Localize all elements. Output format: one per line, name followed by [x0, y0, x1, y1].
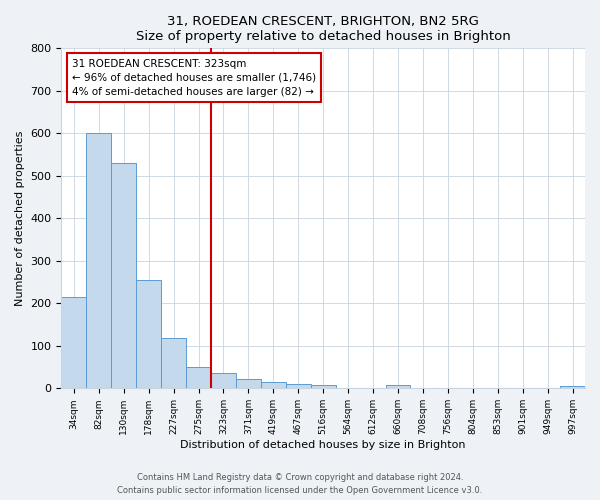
- Title: 31, ROEDEAN CRESCENT, BRIGHTON, BN2 5RG
Size of property relative to detached ho: 31, ROEDEAN CRESCENT, BRIGHTON, BN2 5RG …: [136, 15, 511, 43]
- Bar: [136, 280, 161, 388]
- Bar: [186, 367, 211, 388]
- Text: Contains HM Land Registry data © Crown copyright and database right 2024.
Contai: Contains HM Land Registry data © Crown c…: [118, 474, 482, 495]
- Bar: [236, 379, 261, 388]
- Bar: [161, 338, 186, 388]
- Bar: [560, 386, 585, 388]
- Bar: [111, 163, 136, 388]
- Bar: [61, 297, 86, 388]
- Bar: [386, 386, 410, 388]
- Text: 31 ROEDEAN CRESCENT: 323sqm
← 96% of detached houses are smaller (1,746)
4% of s: 31 ROEDEAN CRESCENT: 323sqm ← 96% of det…: [72, 58, 316, 96]
- Bar: [261, 382, 286, 388]
- Bar: [311, 385, 335, 388]
- Y-axis label: Number of detached properties: Number of detached properties: [15, 130, 25, 306]
- X-axis label: Distribution of detached houses by size in Brighton: Distribution of detached houses by size …: [181, 440, 466, 450]
- Bar: [211, 374, 236, 388]
- Bar: [86, 134, 111, 388]
- Bar: [286, 384, 311, 388]
